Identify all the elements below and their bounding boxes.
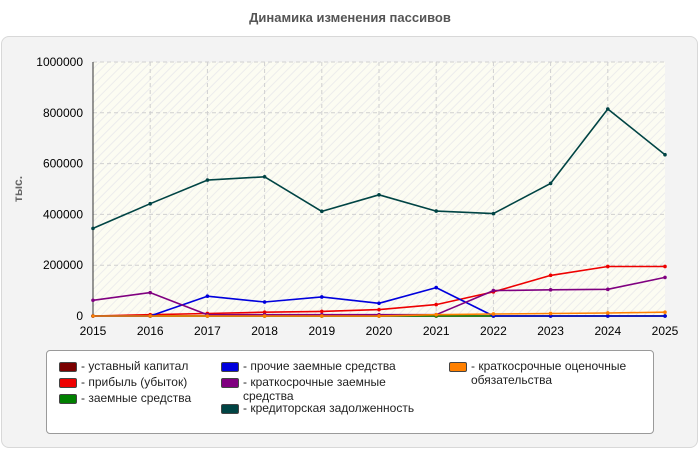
data-point: [491, 312, 496, 316]
x-tick-label: 2022: [480, 324, 507, 338]
data-point: [377, 307, 381, 312]
legend-item: - краткосрочные оценочные обязательства: [449, 359, 649, 387]
legend-swatch: [449, 362, 467, 372]
data-point: [606, 311, 610, 315]
data-point: [663, 310, 667, 314]
legend: - уставный капитал - прибыль (убыток) - за…: [46, 350, 654, 434]
y-tick-label: 800000: [43, 106, 83, 120]
y-tick-label: 0: [76, 309, 83, 323]
legend-swatch: [221, 404, 239, 414]
data-point: [663, 275, 667, 280]
y-tick-label: 200000: [43, 258, 83, 272]
data-point: [606, 107, 610, 111]
legend-swatch: [221, 378, 239, 388]
data-point: [548, 311, 553, 316]
y-axis-label: тыс.: [11, 176, 25, 202]
data-point: [548, 314, 553, 318]
legend-label: - прибыль (убыток): [81, 375, 188, 389]
chart-title: Динамика изменения пассивов: [249, 10, 451, 25]
data-point: [320, 295, 324, 299]
y-tick-label: 400000: [43, 207, 83, 221]
data-point: [205, 178, 210, 182]
data-point: [320, 209, 324, 214]
legend-item: - кредиторская задолженность: [221, 401, 421, 415]
data-point: [434, 285, 439, 290]
data-point: [663, 152, 667, 157]
data-point: [606, 314, 610, 318]
data-point: [91, 298, 95, 303]
data-point: [91, 226, 95, 231]
line-chart: 0 200000 400000 600000 800000 1000000 2015 2016…: [11, 55, 679, 338]
y-tick-label: 1000000: [36, 55, 83, 69]
data-point: [548, 288, 553, 292]
legend-swatch: [221, 362, 239, 372]
legend-label: - уставный капитал: [81, 359, 189, 373]
legend-label: - краткосрочные заемные средства: [243, 375, 386, 403]
legend-item: - заемные средства: [59, 391, 209, 405]
x-tick-label: 2015: [80, 324, 107, 338]
data-point: [148, 314, 152, 318]
data-point: [377, 193, 381, 197]
data-point: [548, 273, 553, 278]
data-point: [606, 264, 610, 269]
legend-item: - прочие заемные средства: [221, 359, 421, 373]
legend-swatch: [59, 362, 77, 372]
legend-swatch: [59, 378, 77, 388]
data-point: [491, 288, 496, 293]
data-point: [434, 312, 439, 317]
data-point: [320, 314, 324, 318]
legend-label: - кредиторская задолженность: [243, 401, 415, 415]
data-point: [663, 314, 667, 318]
x-tick-label: 2019: [308, 324, 335, 338]
data-point: [491, 211, 496, 216]
x-tick-label: 2016: [137, 324, 164, 338]
y-tick-label: 600000: [43, 157, 83, 171]
data-point: [148, 201, 152, 206]
data-point: [377, 314, 381, 318]
data-point: [606, 287, 610, 292]
data-point: [262, 300, 267, 304]
data-point: [434, 302, 439, 307]
legend-item: - уставный капитал: [59, 359, 209, 373]
legend-item: - краткосрочные заемные средства: [221, 375, 421, 403]
data-point: [434, 209, 439, 213]
legend-item: - прибыль (убыток): [59, 375, 209, 389]
data-point: [262, 175, 267, 179]
data-point: [205, 294, 210, 298]
x-tick-label: 2020: [366, 324, 393, 338]
data-point: [91, 314, 95, 318]
data-point: [320, 309, 324, 314]
data-point: [205, 314, 210, 318]
data-point: [148, 290, 152, 295]
legend-label: - краткосрочные оценочные обязательства: [471, 359, 627, 387]
x-tick-label: 2017: [194, 324, 221, 338]
x-tick-label: 2023: [537, 324, 564, 338]
x-tick-label: 2024: [594, 324, 621, 338]
x-tick-label: 2018: [251, 324, 278, 338]
data-point: [377, 301, 381, 306]
x-tick-label: 2021: [423, 324, 450, 338]
data-point: [262, 314, 267, 318]
legend-swatch: [59, 394, 77, 404]
data-point: [262, 310, 267, 314]
data-point: [663, 264, 667, 269]
legend-label: - заемные средства: [81, 391, 192, 405]
data-point: [548, 181, 553, 186]
x-tick-label: 2025: [652, 324, 679, 338]
legend-label: - прочие заемные средства: [243, 359, 396, 373]
